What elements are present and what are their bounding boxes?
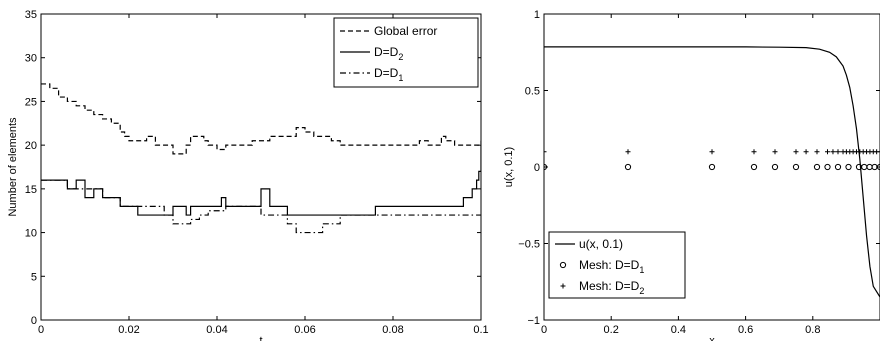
x-tick-label: 0.8 bbox=[805, 324, 820, 336]
legend-label: u(x, 0.1) bbox=[579, 237, 623, 251]
y-axis-label: u(x, 0.1) bbox=[503, 147, 515, 187]
series-layer bbox=[544, 46, 880, 298]
mesh-point bbox=[624, 163, 632, 171]
legend-label: Global error bbox=[374, 24, 437, 38]
y-tick-label: 30 bbox=[25, 53, 37, 65]
legend-label: Mesh: D=D2 bbox=[579, 279, 644, 296]
mesh-point bbox=[835, 149, 841, 155]
legend-swatch bbox=[560, 283, 566, 289]
x-tick-label: 0.02 bbox=[118, 324, 139, 336]
mesh-point bbox=[834, 163, 842, 171]
y-tick-label: 20 bbox=[25, 140, 37, 152]
y-tick-label: −0.5 bbox=[518, 239, 540, 251]
mesh-point bbox=[830, 149, 836, 155]
mesh-point bbox=[877, 149, 880, 155]
mesh-point bbox=[751, 149, 757, 155]
mesh-point bbox=[861, 163, 868, 171]
x-tick-label: 0.06 bbox=[294, 324, 315, 336]
mesh-point bbox=[793, 149, 799, 155]
chart-number-of-elements: 0 0.02 0.04 0.06 0.08 0.1 0 5 10 15 20 25 30 35 t Num… bbox=[7, 9, 489, 341]
x-axis-label: t bbox=[259, 335, 262, 341]
y-tick-label: 0 bbox=[534, 162, 540, 174]
legend-frame bbox=[548, 231, 686, 299]
chart-solution-profile: 0 0.2 0.4 0.6 0.8 −1 −0.5 0 0.5 1 x u(x, 0.1) u(x… bbox=[503, 9, 880, 341]
x-tick-label: 0 bbox=[38, 324, 44, 336]
y-axis-label: Number of elements bbox=[7, 117, 19, 217]
x-tick-label: 0.1 bbox=[473, 324, 488, 336]
legend-label: D=D2 bbox=[374, 45, 403, 62]
y-tick-label: 0.5 bbox=[525, 86, 540, 98]
y-tick-label: 10 bbox=[25, 228, 37, 240]
mesh-point bbox=[771, 163, 779, 171]
legend-label: D=D1 bbox=[374, 66, 403, 83]
x-tick-label: 0.04 bbox=[206, 324, 227, 336]
mesh-point bbox=[814, 149, 820, 155]
y-tick-label: 15 bbox=[25, 184, 37, 196]
series-1 bbox=[544, 46, 880, 298]
legend: u(x, 0.1) Mesh: D=D1 Mesh: D=D2 bbox=[548, 231, 686, 299]
mesh-point bbox=[792, 163, 800, 171]
tick-layer: 0 0.2 0.4 0.6 0.8 −1 −0.5 0 0.5 1 bbox=[518, 9, 880, 336]
x-tick-label: 0.08 bbox=[382, 324, 403, 336]
axes-frame bbox=[40, 13, 482, 321]
mesh-point bbox=[803, 149, 809, 155]
mesh-point bbox=[708, 163, 716, 171]
mesh-point bbox=[813, 163, 821, 171]
mesh-point bbox=[824, 163, 831, 171]
y-tick-label: 5 bbox=[31, 271, 37, 283]
y-tick-label: 0 bbox=[31, 315, 37, 327]
mesh-point bbox=[866, 163, 873, 171]
mesh-point bbox=[544, 149, 547, 155]
mesh-point bbox=[845, 163, 852, 171]
x-tick-label: 0.2 bbox=[604, 324, 619, 336]
mesh-point bbox=[825, 149, 830, 155]
series-layer bbox=[41, 83, 481, 234]
y-tick-label: 25 bbox=[25, 96, 37, 108]
y-tick-label: −1 bbox=[527, 315, 540, 327]
series-2 bbox=[41, 145, 481, 216]
legend-swatch bbox=[559, 261, 567, 269]
mesh-point bbox=[772, 149, 778, 155]
y-tick-label: 1 bbox=[534, 9, 540, 21]
x-tick-label: 0.4 bbox=[671, 324, 686, 336]
y-tick-label: 35 bbox=[25, 9, 37, 21]
tick-layer: 0 0.02 0.04 0.06 0.08 0.1 0 5 10 15 20 25 30 35 bbox=[25, 9, 489, 336]
series-3 bbox=[544, 149, 880, 155]
legend: Global error D=D2 D=D1 bbox=[333, 17, 479, 88]
mesh-point bbox=[709, 149, 715, 155]
mesh-point bbox=[750, 163, 758, 171]
series-1 bbox=[41, 83, 481, 155]
x-tick-label: 0 bbox=[541, 324, 547, 336]
mesh-point bbox=[625, 149, 631, 155]
series-2 bbox=[544, 163, 880, 171]
x-tick-label: 0.6 bbox=[738, 324, 753, 336]
legend-label: Mesh: D=D1 bbox=[579, 258, 644, 275]
x-axis-label: x bbox=[709, 335, 715, 341]
